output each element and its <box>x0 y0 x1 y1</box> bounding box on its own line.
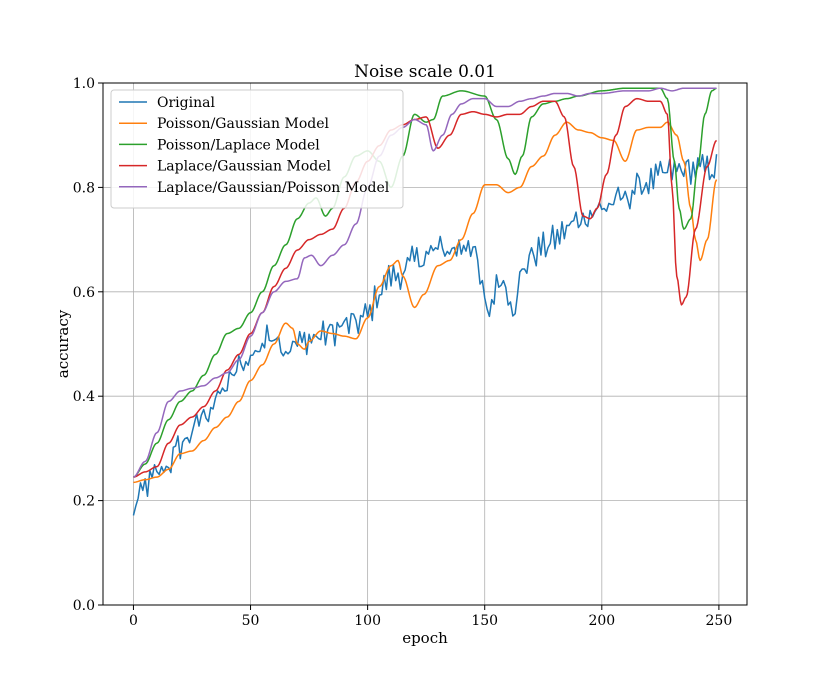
series-line-3 <box>133 97 718 478</box>
series-line-1 <box>133 121 718 484</box>
x-tick-label: 50 <box>242 613 260 629</box>
legend-label: Original <box>157 95 215 111</box>
x-tick-label: 0 <box>129 613 138 629</box>
series-line-2 <box>133 87 717 478</box>
series-lines <box>132 87 718 516</box>
legend-label: Laplace/Gaussian Model <box>157 159 331 175</box>
y-axis-ticks: 0.0 0.2 0.4 0.6 0.8 1.0 <box>73 76 103 614</box>
x-tick-label: 150 <box>471 613 498 629</box>
legend-label: Laplace/Gaussian/Poisson Model <box>157 180 390 196</box>
y-tick-label: 0.2 <box>73 494 95 510</box>
y-tick-label: 1.0 <box>73 76 95 92</box>
y-tick-label: 0.8 <box>73 180 95 196</box>
x-axis-ticks: 0 50 100 150 200 250 <box>129 605 732 629</box>
x-axis-label: epoch <box>402 629 448 647</box>
y-tick-label: 0.0 <box>73 598 95 614</box>
series-line-4 <box>133 87 717 478</box>
y-tick-label: 0.6 <box>73 285 95 301</box>
y-axis-label: accuracy <box>54 309 72 378</box>
x-tick-label: 200 <box>588 613 615 629</box>
y-tick-label: 0.4 <box>73 389 95 405</box>
legend-label: Poisson/Laplace Model <box>157 137 320 153</box>
chart-title: Noise scale 0.01 <box>354 62 496 82</box>
legend-box <box>110 89 404 209</box>
plot-frame <box>102 82 748 606</box>
legend: Original Poisson/Gaussian Model Poisson/La… <box>110 89 404 209</box>
x-tick-label: 100 <box>354 613 381 629</box>
legend-label: Poisson/Gaussian Model <box>157 116 330 132</box>
x-tick-label: 250 <box>706 613 733 629</box>
series-line-0 <box>132 153 718 516</box>
